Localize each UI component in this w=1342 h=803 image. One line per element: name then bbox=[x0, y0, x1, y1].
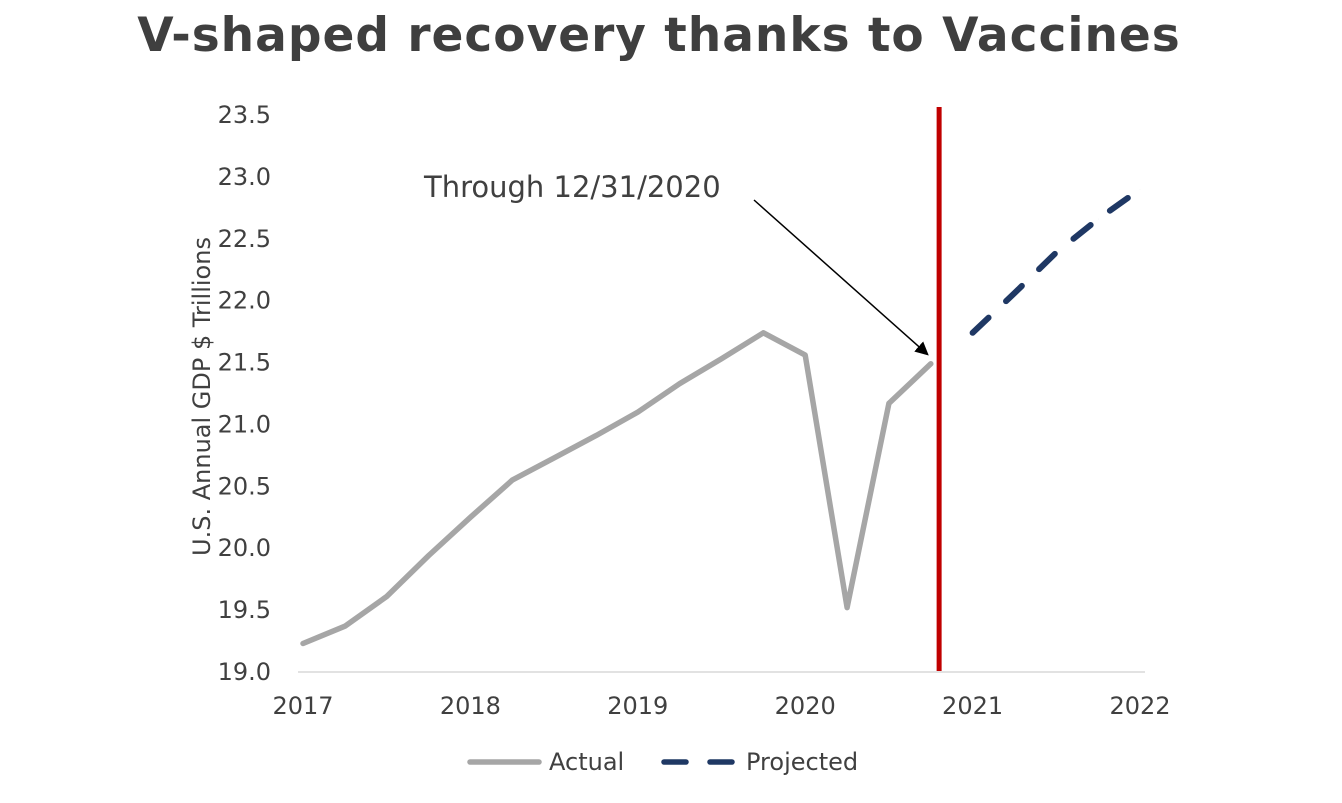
x-tick-label: 2021 bbox=[942, 692, 1003, 720]
y-axis-label: U.S. Annual GDP $ Trillions bbox=[188, 237, 216, 556]
y-tick-label: 19.5 bbox=[218, 596, 271, 624]
y-tick-label: 23.5 bbox=[218, 101, 271, 129]
legend: Actual Projected bbox=[467, 748, 858, 776]
y-tick-label: 20.5 bbox=[218, 472, 271, 500]
legend-label-actual: Actual bbox=[549, 748, 624, 776]
y-tick-label: 23.0 bbox=[218, 163, 271, 191]
y-tick-label: 19.0 bbox=[218, 658, 271, 686]
legend-label-projected: Projected bbox=[746, 748, 858, 776]
series-layer bbox=[300, 186, 1143, 647]
x-tick-label: 2020 bbox=[775, 692, 836, 720]
y-tick-label: 21.0 bbox=[218, 410, 271, 438]
y-tick-label: 20.0 bbox=[218, 534, 271, 562]
y-tick-label: 21.5 bbox=[218, 349, 271, 377]
axis-layer: 19.0 19.5 20.0 20.5 21.0 21.5 22.0 22.5 23.0 23.5… bbox=[188, 101, 1171, 720]
series-line-projected bbox=[969, 186, 1143, 336]
y-tick-label: 22.5 bbox=[218, 225, 271, 253]
x-tick-label: 2017 bbox=[272, 692, 333, 720]
series-line-actual bbox=[300, 330, 934, 647]
x-tick-label: 2019 bbox=[607, 692, 668, 720]
annotation-label: Through 12/31/2020 bbox=[423, 170, 721, 204]
annotation-arrow bbox=[753, 199, 929, 356]
x-tick-label: 2022 bbox=[1109, 692, 1170, 720]
x-tick-label: 2018 bbox=[440, 692, 501, 720]
annotation-layer: Through 12/31/2020 bbox=[423, 107, 942, 671]
chart-title: V-shaped recovery thanks to Vaccines bbox=[137, 8, 1181, 63]
y-tick-label: 22.0 bbox=[218, 287, 271, 315]
